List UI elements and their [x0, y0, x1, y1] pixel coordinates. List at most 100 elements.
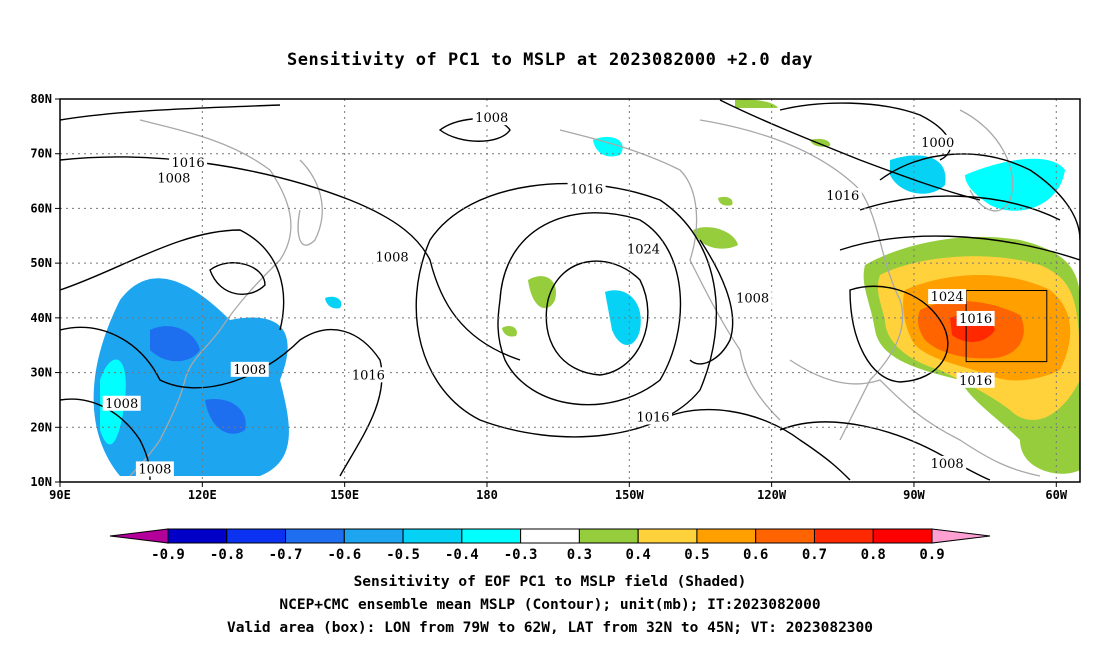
lon-tick-label: 90E — [49, 488, 71, 502]
colorbar-tick-label: -0.5 — [386, 547, 420, 563]
contour-high-pacific-outer — [415, 182, 718, 438]
contour-atlantic-low-2 — [859, 195, 1061, 221]
colorbar-box — [343, 528, 404, 544]
contour-label: 1008 — [376, 251, 409, 266]
lon-tick-label: 90W — [903, 488, 925, 502]
contour-atlantic-low-1 — [879, 153, 1080, 241]
lat-tick-label: 60N — [30, 201, 52, 215]
contour-label-bg — [472, 110, 511, 126]
latitude-tick-labels: 80N 70N 60N 50N 40N 30N 20N 10N — [30, 92, 60, 489]
colorbar-tick-label: -0.8 — [210, 547, 244, 563]
contour-label-bg — [918, 134, 957, 150]
colorbar-tick-label: 0.8 — [861, 547, 886, 563]
colorbar-box — [167, 528, 228, 544]
contour-atlantic-south — [779, 421, 991, 481]
contour-label: 1016 — [959, 374, 992, 389]
contour-label-bg — [154, 170, 193, 186]
coastlines — [129, 109, 1041, 477]
contour-label: 1008 — [138, 462, 171, 477]
contour-atlantic-low-3 — [839, 235, 1080, 261]
lat-tick-label: 20N — [30, 420, 52, 434]
colorbar-tick-label: 0.3 — [567, 547, 592, 563]
contour-label: 1008 — [105, 397, 138, 412]
colorbar-box — [520, 528, 580, 544]
colorbar-tick-label: -0.7 — [269, 547, 303, 563]
colorbar: -0.9 -0.8 -0.7 -0.6 -0.5 -0.4 -0.3 0.3 0.4 0.5 0.6… — [109, 528, 991, 563]
colorbar-box — [461, 528, 522, 544]
sensitivity-shading — [93, 99, 1080, 476]
contour-label-bg — [733, 290, 772, 306]
contour-low-north-pacific — [438, 118, 511, 142]
contour-label: 1024 — [931, 290, 964, 305]
lat-tick-label: 70N — [30, 147, 52, 161]
contour-high-pacific-mid — [497, 212, 682, 406]
lon-tick-label: 150E — [330, 488, 359, 502]
colorbar-box — [578, 528, 639, 544]
negative-sensitivity-arctic-patch — [593, 136, 623, 157]
contour-north-west — [60, 104, 281, 121]
colorbar-box — [285, 528, 345, 544]
colorbar-low-arrow — [109, 528, 169, 544]
colorbar-tick-label: -0.6 — [327, 547, 361, 563]
colorbar-box — [402, 528, 463, 544]
coastline-alaska — [559, 129, 781, 421]
positive-sensitivity-pacific-patch — [528, 276, 556, 309]
colorbar-box — [755, 528, 815, 544]
contour-label-bg — [956, 372, 995, 388]
negative-sensitivity-north-atlantic — [965, 158, 1065, 211]
lat-tick-label: 80N — [30, 92, 52, 106]
caption-contour-description: NCEP+CMC ensemble mean MSLP (Contour); u… — [279, 597, 821, 613]
contour-label: 1016 — [636, 410, 669, 425]
negative-sensitivity-greenland — [890, 155, 946, 194]
lat-tick-label: 40N — [30, 311, 52, 325]
contour-label: 1016 — [959, 312, 992, 327]
map-title: Sensitivity of PC1 to MSLP at 2023082000… — [286, 50, 813, 70]
contour-asia-south — [60, 326, 383, 477]
contour-label: 1008 — [931, 457, 964, 472]
contour-label-bg — [373, 249, 412, 265]
contour-label-bg — [624, 241, 663, 257]
colorbar-box — [226, 528, 287, 544]
lon-tick-label: 120E — [188, 488, 217, 502]
contour-label-bg — [567, 181, 606, 197]
negative-sensitivity-core-south — [205, 399, 246, 434]
colorbar-box — [637, 528, 698, 544]
contour-arctic-north — [719, 99, 981, 201]
contour-label-bg — [956, 310, 995, 326]
colorbar-tick-label: 0.4 — [626, 547, 651, 563]
contour-asia-high-1 — [60, 229, 285, 331]
contour-eastern-pacific — [659, 408, 851, 481]
valid-area-box — [965, 290, 1048, 363]
contour-label: 1008 — [233, 363, 266, 378]
colorbar-tick-label: 0.6 — [743, 547, 768, 563]
contour-label-bg — [135, 461, 174, 477]
colorbar-high-arrow — [931, 528, 991, 544]
contour-atlantic-high — [849, 285, 949, 383]
caption-valid-area: Valid area (box): LON from 79W to 62W, L… — [226, 620, 873, 636]
lat-tick-label: 30N — [30, 366, 52, 380]
positive-sensitivity-small-green-2 — [718, 196, 733, 206]
colorbar-tick-label: 0.5 — [684, 547, 709, 563]
coastline-north-america — [699, 119, 904, 441]
contour-label: 1008 — [736, 292, 769, 307]
contour-label-bg — [928, 289, 967, 305]
longitude-tick-labels: 90E 120E 150E 180 150W 120W 90W 60W — [49, 482, 1068, 502]
caption-shading-description: Sensitivity of EOF PC1 to MSLP field (Sh… — [353, 574, 747, 590]
contour-label-bg — [349, 367, 388, 383]
lon-tick-label: 60W — [1045, 488, 1067, 502]
lat-lon-grid — [60, 99, 1080, 482]
positive-sensitivity-alaska-patch — [693, 227, 738, 249]
lon-tick-label: 150W — [615, 488, 645, 502]
contour-label-bg — [928, 455, 967, 471]
contour-label: 1016 — [352, 368, 385, 383]
map-frame — [59, 98, 1081, 483]
colorbar-box — [696, 528, 757, 544]
contour-high-pacific-inner — [545, 260, 649, 376]
positive-sensitivity-arctic-patch — [735, 99, 778, 108]
lat-tick-label: 50N — [30, 256, 52, 270]
lat-tick-label: 10N — [30, 475, 52, 489]
contour-label: 1000 — [921, 136, 954, 151]
lon-tick-label: 180 — [476, 488, 498, 502]
contour-label: 1016 — [172, 156, 205, 171]
